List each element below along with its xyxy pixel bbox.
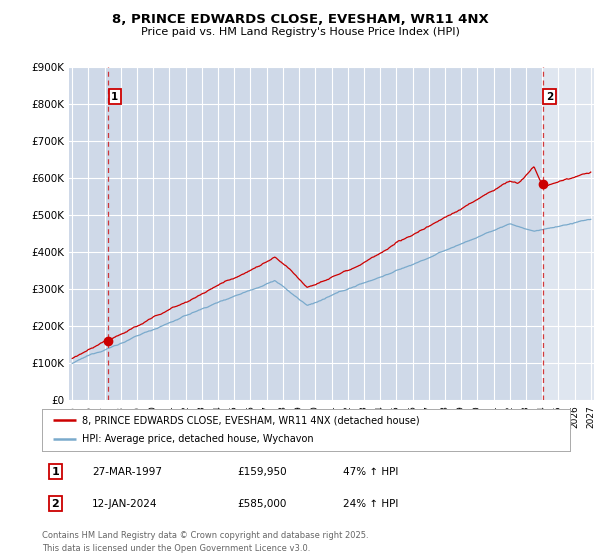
Text: 2: 2 (52, 499, 59, 509)
Text: 1: 1 (52, 466, 59, 477)
Text: 8, PRINCE EDWARDS CLOSE, EVESHAM, WR11 4NX: 8, PRINCE EDWARDS CLOSE, EVESHAM, WR11 4… (112, 13, 488, 26)
Text: 47% ↑ HPI: 47% ↑ HPI (343, 466, 398, 477)
Text: HPI: Average price, detached house, Wychavon: HPI: Average price, detached house, Wych… (82, 435, 313, 445)
Text: Price paid vs. HM Land Registry's House Price Index (HPI): Price paid vs. HM Land Registry's House … (140, 27, 460, 38)
Text: 12-JAN-2024: 12-JAN-2024 (92, 499, 158, 509)
Text: Contains HM Land Registry data © Crown copyright and database right 2025.
This d: Contains HM Land Registry data © Crown c… (42, 531, 368, 553)
Bar (543, 67, 594, 400)
Text: £159,950: £159,950 (238, 466, 287, 477)
Bar (543, 67, 594, 400)
Text: 24% ↑ HPI: 24% ↑ HPI (343, 499, 398, 509)
Text: 1: 1 (111, 92, 118, 102)
Text: £585,000: £585,000 (238, 499, 287, 509)
Text: 8, PRINCE EDWARDS CLOSE, EVESHAM, WR11 4NX (detached house): 8, PRINCE EDWARDS CLOSE, EVESHAM, WR11 4… (82, 415, 419, 425)
Text: 2: 2 (545, 92, 553, 102)
Text: 27-MAR-1997: 27-MAR-1997 (92, 466, 162, 477)
